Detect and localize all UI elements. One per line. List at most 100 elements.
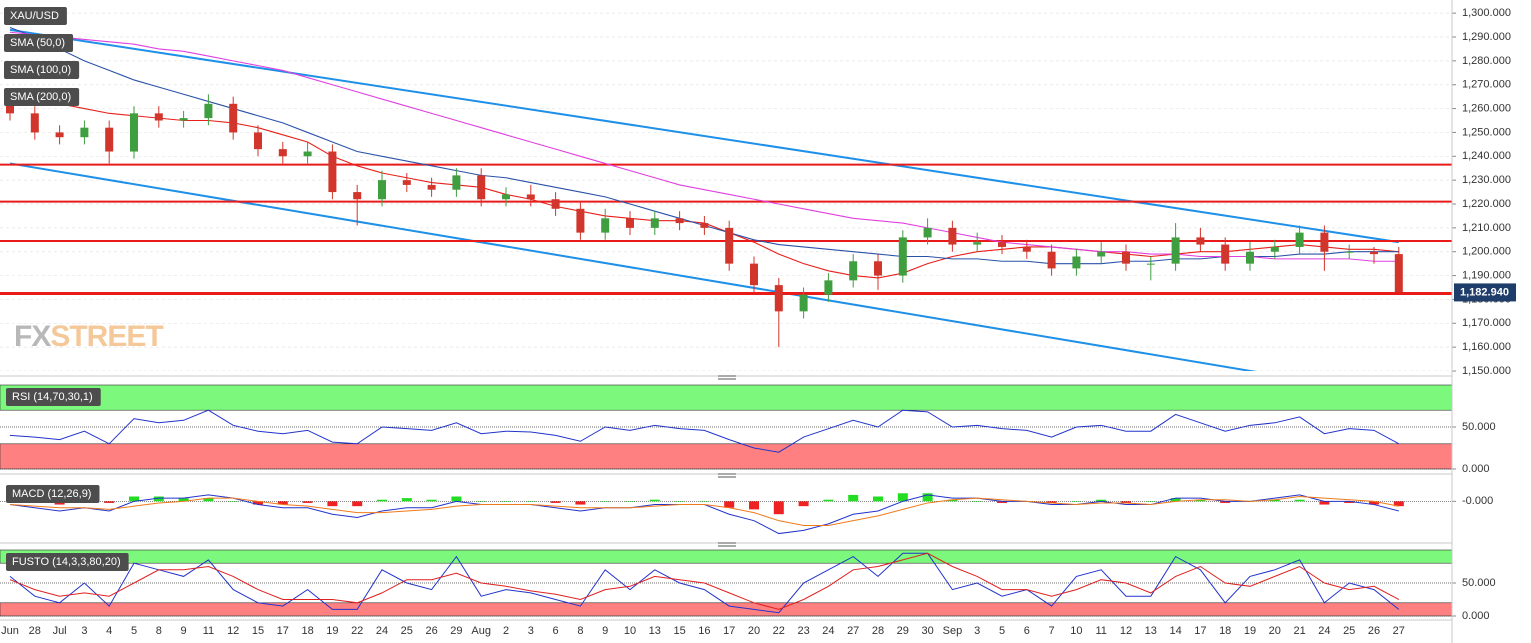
histogram-bar xyxy=(1071,501,1082,502)
legend-text: FUSTO (14,3,3,80,20) xyxy=(12,556,121,568)
histogram-bar xyxy=(377,499,387,502)
candle-body xyxy=(1122,251,1130,264)
candle-body xyxy=(725,227,734,264)
legend-text: SMA (100,0) xyxy=(10,64,71,76)
x-tick-label: 15 xyxy=(673,625,685,637)
x-tick-label: 22 xyxy=(351,625,363,637)
y-tick-label: 1,260.000 xyxy=(1462,102,1511,114)
candle-body xyxy=(1246,251,1254,264)
y-tick-label: 1,270.000 xyxy=(1462,79,1511,91)
x-tick-label: 3 xyxy=(528,625,534,637)
candle-body xyxy=(6,103,14,114)
candle-body xyxy=(204,103,213,119)
candle-body xyxy=(675,218,684,224)
histogram-bar xyxy=(625,501,635,502)
candle-body xyxy=(923,227,932,238)
candle-body xyxy=(502,194,510,200)
legend: FUSTO (14,3,3,80,20) xyxy=(6,553,129,571)
y-tick-label: 1,240.000 xyxy=(1462,150,1511,162)
candle-body xyxy=(700,223,709,228)
candle-body xyxy=(1171,237,1180,264)
candle-body xyxy=(973,242,982,245)
x-tick-label: 25 xyxy=(401,625,413,637)
x-tick-label: 29 xyxy=(450,625,462,637)
candle-body xyxy=(576,208,585,233)
candle-body xyxy=(874,261,882,276)
y-tick-label: 50.000 xyxy=(1462,577,1496,589)
histogram-bar xyxy=(649,499,660,502)
candle-body xyxy=(55,132,64,138)
candle-body xyxy=(1022,246,1031,252)
legend-text: SMA (50,0) xyxy=(10,37,65,49)
candle-body xyxy=(154,113,163,121)
watermark-suffix: STREET xyxy=(50,320,163,353)
x-tick-label: 20 xyxy=(748,625,760,637)
x-tick-label: 30 xyxy=(921,625,933,637)
panel xyxy=(0,384,1452,470)
legend: XAU/USD SMA (50,0) SMA (100,0) SMA (200,0) xyxy=(4,7,80,106)
histogram-bar xyxy=(1393,501,1404,507)
legend-box xyxy=(4,61,80,79)
candle-body xyxy=(179,118,188,121)
candle-body xyxy=(1345,251,1354,253)
histogram-bar xyxy=(798,501,809,507)
histogram-bar xyxy=(476,501,487,502)
candle-body xyxy=(452,175,461,190)
y-tick-label: 1,190.000 xyxy=(1462,269,1511,281)
x-tick-label: 13 xyxy=(1145,625,1157,637)
x-tick-label: 26 xyxy=(1368,625,1380,637)
candle-body xyxy=(1370,251,1378,255)
candle-body xyxy=(849,261,858,281)
band xyxy=(0,384,1452,411)
histogram-bar xyxy=(1170,498,1181,502)
candle-body xyxy=(1320,232,1329,252)
histogram-bar xyxy=(426,499,437,502)
x-tick-label: 27 xyxy=(1393,625,1405,637)
histogram-bar xyxy=(302,501,313,503)
histogram-bar xyxy=(550,501,561,503)
x-tick-label: 28 xyxy=(29,625,41,637)
histogram-bar xyxy=(178,498,189,502)
y-tick-label: 1,150.000 xyxy=(1462,365,1511,377)
histogram-bar xyxy=(674,501,685,502)
watermark-prefix: FX xyxy=(14,320,51,353)
candle-body xyxy=(650,218,659,228)
y-tick-label: 1,200.000 xyxy=(1462,246,1511,258)
legend: RSI (14,70,30,1) xyxy=(6,388,101,406)
legend-text: MACD (12,26,9) xyxy=(12,488,91,500)
histogram-bar xyxy=(897,493,908,502)
candle-body xyxy=(1196,237,1205,245)
y-tick-label: 1,250.000 xyxy=(1462,126,1511,138)
histogram-bar xyxy=(724,501,735,508)
y-tick-label: 1,280.000 xyxy=(1462,55,1511,67)
y-tick-label: 1,210.000 xyxy=(1462,222,1511,234)
candle-body xyxy=(898,237,907,276)
y-tick-label: 1,290.000 xyxy=(1462,31,1511,43)
histogram-bar xyxy=(848,494,859,502)
histogram-bar xyxy=(1220,501,1231,503)
histogram-bar xyxy=(253,501,263,505)
y-tick-label: 0.000 xyxy=(1462,610,1490,622)
candle-body xyxy=(80,127,89,138)
panel xyxy=(0,493,1452,535)
histogram-bar xyxy=(525,501,536,502)
candle-body xyxy=(626,218,634,228)
legend-box xyxy=(6,388,101,406)
candle-body xyxy=(1097,251,1106,257)
histogram-bar xyxy=(153,496,164,502)
sma-line xyxy=(9,31,1399,262)
histogram-bar xyxy=(1046,501,1057,503)
legend-text: XAU/USD xyxy=(10,10,59,22)
x-tick-label: Aug xyxy=(471,625,491,637)
x-tick-label: 10 xyxy=(1070,625,1082,637)
candle-body xyxy=(130,113,138,152)
x-tick-label: 10 xyxy=(624,625,636,637)
histogram-bar xyxy=(327,501,338,507)
band xyxy=(0,443,1452,470)
candle-body xyxy=(1295,232,1304,247)
indicator-line xyxy=(9,495,1399,526)
histogram-bar xyxy=(873,496,883,502)
histogram-bar xyxy=(1369,501,1379,505)
y-tick-label: 1,170.000 xyxy=(1462,317,1511,329)
histogram-bar xyxy=(129,496,139,502)
